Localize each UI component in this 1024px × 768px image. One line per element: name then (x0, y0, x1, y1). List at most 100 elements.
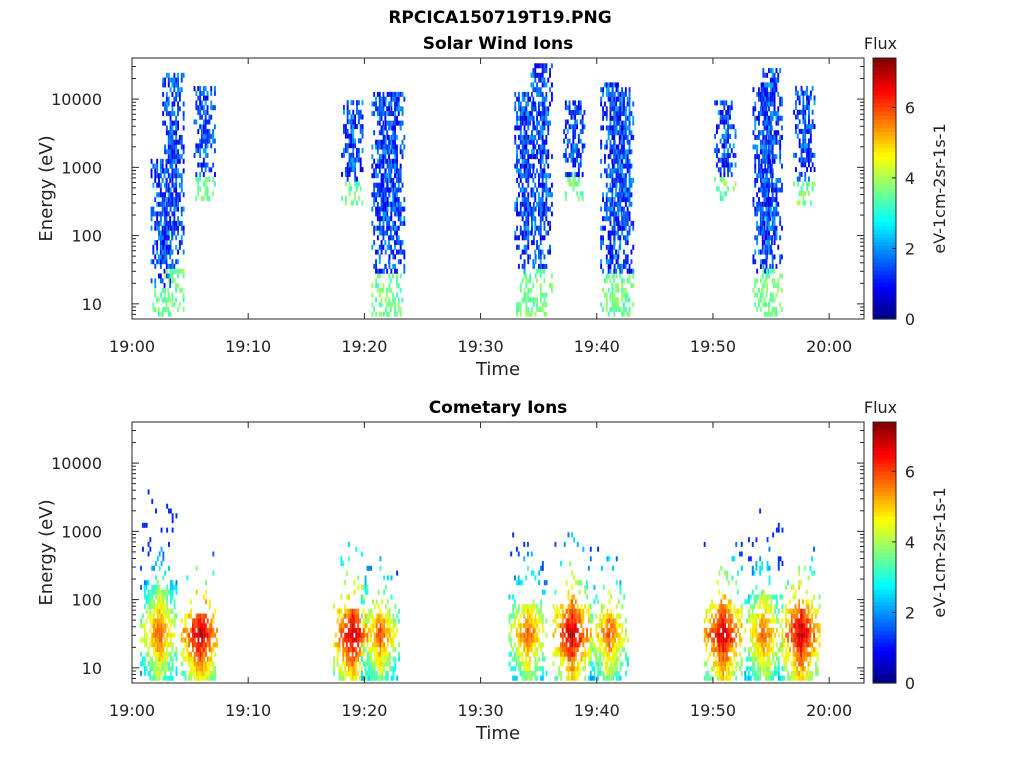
flux-cell (145, 584, 148, 590)
flux-cell (531, 115, 533, 121)
flux-cell (528, 637, 531, 643)
flux-cell (538, 268, 540, 274)
flux-cell (584, 584, 587, 590)
flux-cell (392, 642, 395, 648)
flux-cell (373, 101, 376, 107)
flux-cell (619, 173, 622, 179)
flux-cell (600, 206, 603, 212)
flux-cell (396, 187, 398, 193)
flux-cell (344, 632, 347, 638)
flux-cell (525, 235, 528, 241)
flux-cell (717, 148, 720, 154)
flux-cell (800, 90, 803, 96)
flux-cell (521, 661, 524, 667)
flux-cell (175, 168, 178, 174)
flux-cell (768, 149, 770, 155)
flux-cell (558, 670, 561, 676)
flux-cell (771, 278, 774, 284)
flux-cell (623, 306, 625, 312)
flux-cell (356, 124, 358, 130)
flux-cell (619, 130, 622, 136)
flux-cell (197, 191, 200, 197)
flux-cell (727, 138, 729, 144)
flux-cell (769, 225, 772, 231)
flux-cell (353, 589, 356, 595)
flux-cell (623, 263, 625, 269)
flux-cell (611, 302, 614, 308)
flux-cell (177, 77, 179, 83)
flux-cell (611, 115, 614, 121)
flux-cell (605, 259, 608, 265)
flux-cell (523, 642, 526, 648)
flux-cell (798, 157, 801, 163)
flux-cell (180, 225, 183, 231)
flux-cell (571, 613, 574, 619)
flux-cell (173, 149, 176, 155)
flux-cell (359, 632, 361, 638)
flux-cell (361, 128, 364, 134)
flux-cell (147, 651, 150, 657)
flux-cell (626, 149, 629, 155)
flux-cell (758, 225, 760, 231)
flux-cell (563, 153, 565, 158)
flux-cell (356, 109, 358, 115)
flux-cell (773, 139, 776, 145)
flux-cell (171, 173, 174, 179)
colorbar-segment (873, 82, 896, 88)
flux-cell (532, 642, 535, 648)
flux-cell (175, 613, 178, 619)
flux-cell (540, 565, 542, 571)
flux-cell (336, 618, 339, 624)
flux-cell (149, 589, 152, 595)
flux-cell (140, 584, 142, 590)
flux-cell (624, 197, 627, 203)
flux-cell (519, 211, 522, 217)
flux-cell (532, 192, 535, 198)
flux-cell (197, 162, 200, 168)
flux-cell (160, 604, 163, 610)
flux-cell (618, 220, 621, 226)
flux-cell (167, 192, 170, 198)
flux-cell (390, 216, 393, 222)
flux-cell (386, 111, 389, 117)
flux-cell (551, 63, 553, 69)
flux-cell (388, 168, 391, 174)
flux-cell (169, 154, 172, 160)
flux-cell (354, 162, 357, 168)
flux-cell (765, 263, 768, 269)
flux-cell (173, 230, 176, 236)
flux-cell (178, 240, 181, 246)
flux-cell (773, 134, 776, 140)
flux-cell (632, 177, 635, 183)
flux-cell (549, 192, 551, 198)
colorbar-segment (873, 249, 896, 255)
flux-cell (564, 105, 567, 111)
flux-cell (543, 173, 546, 179)
flux-cell (161, 235, 164, 241)
flux-cell (604, 292, 606, 298)
flux-cell (383, 666, 386, 672)
flux-cell (532, 187, 535, 193)
flux-cell (171, 632, 174, 638)
flux-cell (773, 101, 776, 107)
flux-cell (357, 623, 360, 629)
colorbar-segment (873, 70, 896, 75)
flux-cell (624, 111, 627, 117)
flux-cell (806, 124, 808, 130)
flux-cell (171, 82, 174, 88)
flux-cell (351, 623, 354, 629)
flux-cell (558, 613, 561, 619)
flux-cell (811, 85, 814, 91)
flux-cell (166, 651, 169, 657)
flux-cell (519, 666, 522, 672)
flux-cell (166, 623, 169, 629)
flux-cell (169, 240, 172, 246)
flux-cell (764, 302, 767, 308)
flux-cell (764, 187, 767, 193)
flux-cell (539, 130, 542, 136)
flux-cell (156, 623, 159, 629)
flux-cell (527, 292, 530, 298)
flux-cell (192, 642, 194, 648)
burst-6 (589, 546, 629, 681)
